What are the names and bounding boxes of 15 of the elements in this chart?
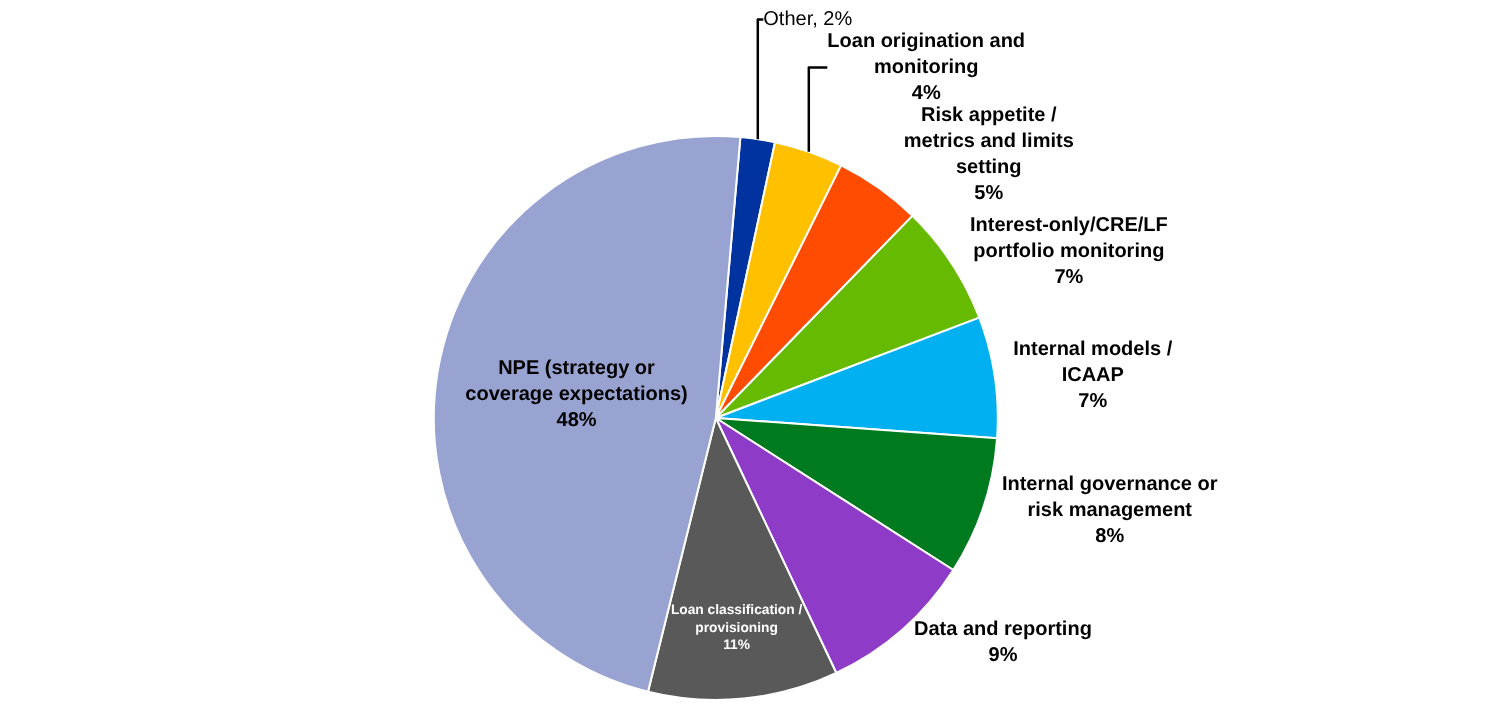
slice-label: Loan origination and monitoring [827,30,1026,79]
slice-label: NPE (strategy or coverage expectations) [465,357,688,406]
slice-label: Internal governance or risk management [1001,473,1218,522]
data-label: 7% [1054,266,1084,289]
slice-label: Data and reporting [914,619,1092,642]
slice-label: Other, 2% [763,8,853,31]
data-label: 9% [988,645,1018,668]
slice-label: Interest-only/CRE/LF portfolio monitoring [969,214,1168,263]
slice-label: Internal models / ICAAP [1013,339,1173,388]
data-label: 8% [1095,525,1125,548]
data-label: 7% [1078,391,1108,414]
data-label: 5% [974,182,1004,205]
data-label: 4% [911,82,941,105]
slice-label: Risk appetite / metrics and limits setting [903,104,1075,179]
data-label: 48% [556,409,597,432]
